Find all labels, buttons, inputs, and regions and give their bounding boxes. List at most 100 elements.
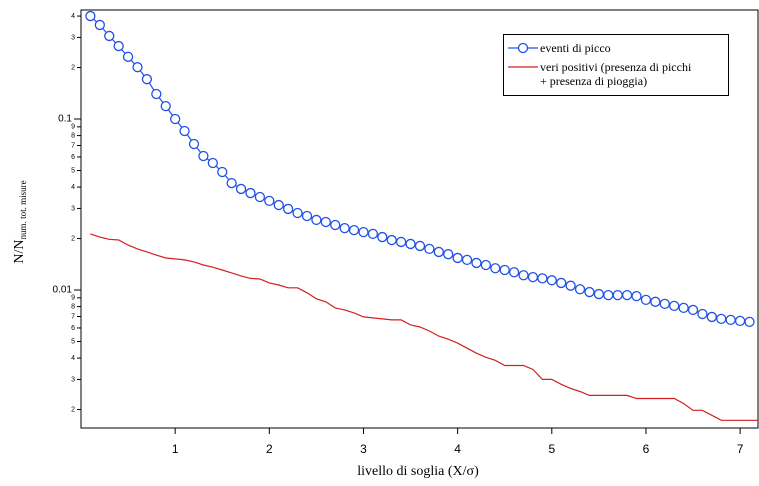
data-point (282, 203, 294, 215)
y-axis-label: N/Nnum. tot. misure (12, 180, 28, 263)
y-tick-label: 4 (71, 355, 75, 362)
data-point (480, 259, 492, 271)
y-label-sub: num. tot. misure (18, 180, 28, 239)
data-point (339, 223, 350, 234)
y-tick-label: 6 (71, 154, 75, 161)
data-point (264, 195, 275, 207)
data-point (377, 231, 388, 243)
data-point (556, 277, 567, 289)
legend-label: eventi di picco (540, 41, 611, 55)
data-point (452, 252, 463, 264)
x-tick-label: 1 (172, 442, 179, 456)
data-point (706, 311, 718, 323)
data-point (471, 257, 482, 269)
data-point (330, 219, 341, 231)
y-tick-label: 9 (71, 124, 75, 131)
x-tick-label: 4 (454, 442, 461, 456)
y-tick-label: 3 (71, 34, 75, 41)
y-tick-label: 3 (71, 376, 75, 383)
data-point (367, 228, 379, 240)
data-point (207, 157, 218, 169)
series-line (90, 233, 758, 421)
data-point (217, 166, 228, 178)
data-point (132, 62, 143, 73)
data-point (527, 271, 539, 283)
legend-swatch (508, 42, 538, 54)
data-point (424, 243, 435, 255)
data-point (141, 74, 153, 85)
data-point (744, 316, 755, 328)
data-point (443, 249, 454, 260)
y-tick-label: 5 (71, 338, 75, 345)
data-point (273, 199, 284, 211)
data-point (104, 30, 115, 42)
data-point (170, 113, 181, 125)
data-point (640, 294, 652, 306)
data-point (122, 51, 134, 62)
data-point (734, 315, 746, 327)
data-point (659, 298, 670, 310)
data-point (687, 304, 699, 316)
data-point (584, 286, 595, 298)
y-tick-label: 4 (71, 184, 75, 191)
data-point (612, 289, 623, 301)
legend: eventi di picco veri positivi (presenza d… (503, 34, 729, 96)
y-tick-label: 7 (71, 313, 75, 320)
data-point (669, 300, 680, 312)
data-point (461, 254, 473, 266)
data-point (631, 290, 642, 302)
data-point (725, 314, 736, 326)
data-point (348, 224, 360, 236)
data-point (292, 207, 303, 219)
plot-area (85, 10, 758, 421)
data-point (697, 308, 708, 320)
legend-marker (517, 42, 529, 54)
y-tick-label: 8 (71, 132, 75, 139)
data-point (508, 267, 520, 278)
data-point (499, 264, 510, 276)
x-tick-label: 5 (548, 442, 555, 456)
data-point (85, 10, 96, 22)
y-tick-label: 2 (71, 406, 75, 413)
data-point (405, 238, 416, 250)
data-point (301, 210, 313, 222)
data-point (320, 216, 331, 228)
data-point (254, 191, 266, 203)
plot-frame (80, 9, 759, 429)
data-point (151, 88, 162, 100)
data-point (537, 273, 548, 284)
y-tick-label: 7 (71, 142, 75, 149)
y-tick-label: 4 (71, 13, 75, 20)
data-point (179, 125, 190, 137)
data-point (565, 280, 576, 291)
y-tick-label: 0.1 (58, 114, 72, 125)
legend-swatch (508, 66, 538, 68)
data-point (226, 177, 237, 189)
data-point (94, 19, 105, 31)
y-tick-label: 8 (71, 303, 75, 310)
y-tick-label: 9 (71, 295, 75, 302)
data-point (574, 284, 586, 295)
data-point (650, 296, 661, 307)
data-point (188, 138, 200, 150)
data-point (716, 313, 727, 325)
data-point (113, 40, 124, 52)
data-point (678, 302, 689, 314)
y-tick-label: 0.01 (53, 285, 73, 296)
x-tick-label: 7 (737, 442, 744, 456)
data-point (235, 183, 247, 195)
legend-label: veri positivi (presenza di picchi + pres… (540, 60, 692, 88)
data-point (546, 275, 557, 286)
data-point (518, 270, 529, 281)
y-label-main: N/N (12, 239, 27, 263)
data-point (433, 246, 444, 258)
x-axis-label: livello di soglia (X/σ) (357, 464, 479, 479)
data-point (386, 234, 397, 246)
data-point (311, 214, 322, 226)
data-point (603, 289, 614, 301)
data-point (160, 100, 171, 112)
y-tick-label: 2 (71, 235, 75, 242)
data-point (490, 263, 501, 274)
